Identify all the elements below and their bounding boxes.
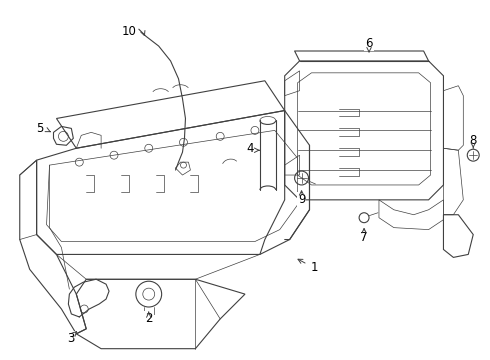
Text: 4: 4 bbox=[246, 142, 254, 155]
Text: 9: 9 bbox=[298, 193, 305, 206]
Text: 3: 3 bbox=[68, 332, 75, 345]
Text: 2: 2 bbox=[145, 312, 152, 325]
Text: 1: 1 bbox=[311, 261, 318, 274]
Text: 8: 8 bbox=[469, 134, 477, 147]
Text: 7: 7 bbox=[360, 231, 368, 244]
Text: 6: 6 bbox=[365, 37, 373, 50]
Text: 10: 10 bbox=[122, 24, 136, 38]
Text: 5: 5 bbox=[36, 122, 43, 135]
